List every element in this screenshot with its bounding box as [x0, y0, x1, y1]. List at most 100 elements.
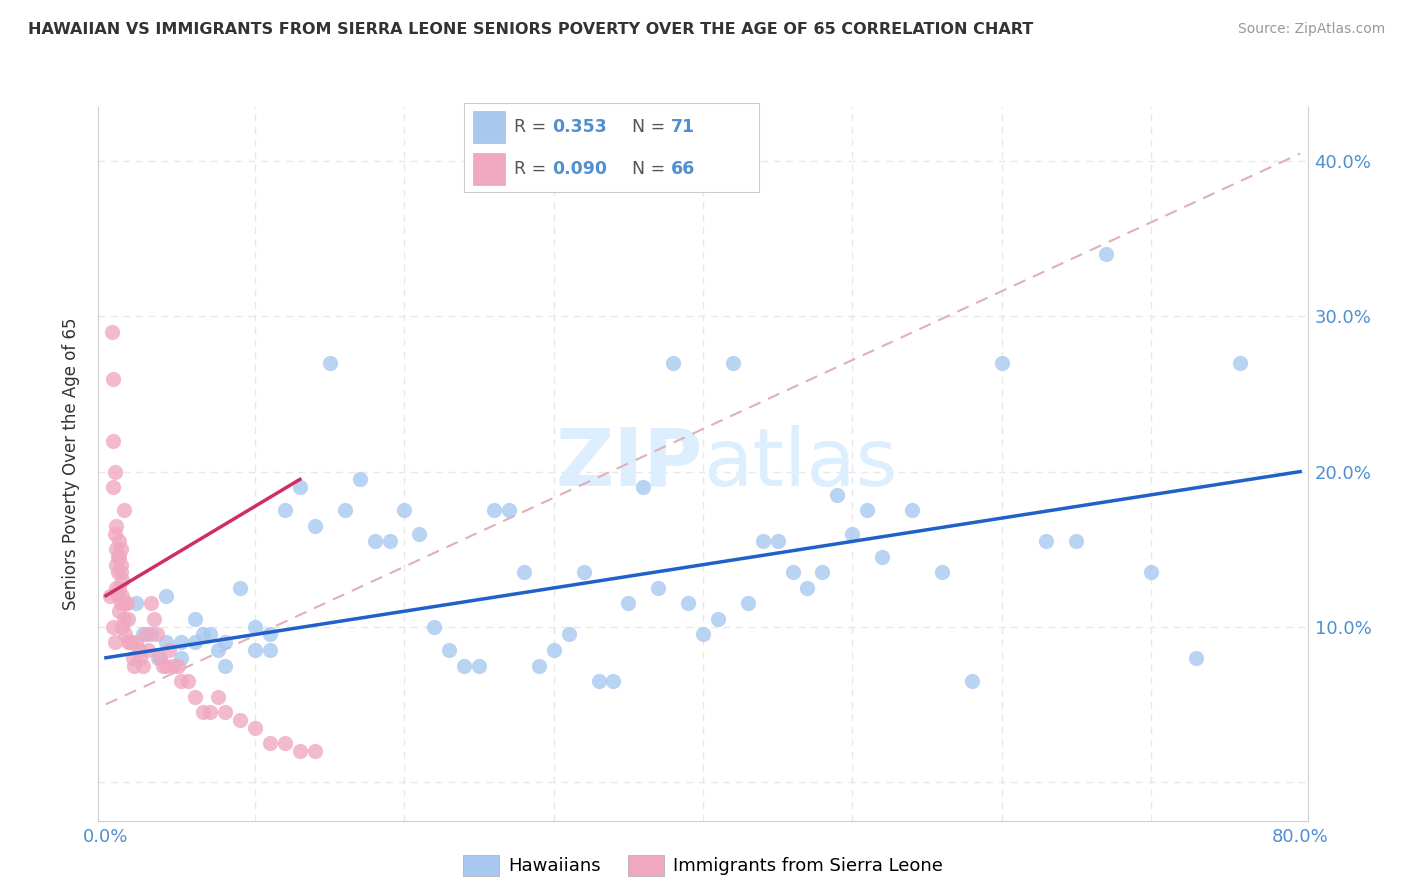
- Point: [200, 705, 222, 719]
- Point: [112, 612, 135, 626]
- Point: [111, 589, 134, 603]
- Point: [139, 627, 162, 641]
- Point: [1064, 534, 1087, 549]
- Point: [107, 589, 129, 603]
- Point: [149, 650, 172, 665]
- Point: [121, 650, 143, 665]
- Point: [169, 650, 191, 665]
- Point: [108, 534, 131, 549]
- Point: [110, 597, 132, 611]
- Point: [107, 566, 129, 580]
- Point: [103, 434, 125, 448]
- Point: [259, 643, 281, 657]
- Point: [139, 597, 162, 611]
- Point: [105, 519, 128, 533]
- Point: [931, 566, 953, 580]
- Point: [243, 620, 266, 634]
- Point: [721, 356, 744, 370]
- Point: [572, 566, 595, 580]
- Point: [105, 542, 128, 557]
- Point: [105, 558, 128, 572]
- Point: [200, 627, 222, 641]
- Point: [132, 627, 155, 641]
- Point: [122, 658, 145, 673]
- Point: [1184, 650, 1206, 665]
- Point: [207, 690, 229, 704]
- Point: [811, 566, 834, 580]
- Text: ZIP: ZIP: [555, 425, 703, 503]
- Text: 0.353: 0.353: [553, 118, 607, 136]
- Point: [229, 581, 252, 595]
- Point: [152, 658, 174, 673]
- Point: [1095, 247, 1118, 261]
- Text: 0.090: 0.090: [553, 160, 607, 178]
- Point: [453, 658, 475, 673]
- Point: [118, 635, 141, 649]
- Point: [229, 713, 252, 727]
- Point: [288, 744, 311, 758]
- Point: [319, 356, 342, 370]
- FancyBboxPatch shape: [472, 111, 505, 143]
- Point: [129, 650, 152, 665]
- Text: R =: R =: [515, 160, 553, 178]
- Point: [120, 635, 142, 649]
- Point: [856, 503, 879, 517]
- Text: Source: ZipAtlas.com: Source: ZipAtlas.com: [1237, 22, 1385, 37]
- Point: [1140, 566, 1163, 580]
- Point: [662, 356, 685, 370]
- Point: [259, 627, 281, 641]
- Point: [214, 705, 236, 719]
- Point: [692, 627, 714, 641]
- Point: [602, 673, 624, 688]
- Point: [191, 705, 214, 719]
- Point: [676, 597, 699, 611]
- Point: [104, 526, 127, 541]
- Point: [105, 581, 128, 595]
- Point: [103, 620, 125, 634]
- Point: [103, 480, 125, 494]
- Point: [115, 597, 138, 611]
- Point: [117, 635, 139, 649]
- Point: [207, 643, 229, 657]
- Point: [214, 635, 236, 649]
- Point: [98, 589, 121, 603]
- Point: [112, 503, 135, 517]
- Point: [870, 549, 893, 564]
- Point: [274, 503, 297, 517]
- Point: [707, 612, 730, 626]
- Point: [543, 643, 565, 657]
- Point: [901, 503, 924, 517]
- Point: [1035, 534, 1057, 549]
- Text: R =: R =: [515, 118, 553, 136]
- Point: [394, 503, 416, 517]
- Legend: Hawaiians, Immigrants from Sierra Leone: Hawaiians, Immigrants from Sierra Leone: [456, 847, 950, 883]
- Point: [408, 526, 430, 541]
- Point: [108, 604, 131, 618]
- Point: [169, 673, 191, 688]
- Point: [110, 542, 132, 557]
- Point: [243, 721, 266, 735]
- Point: [482, 503, 505, 517]
- Point: [132, 658, 155, 673]
- Point: [990, 356, 1012, 370]
- Point: [363, 534, 385, 549]
- Point: [782, 566, 804, 580]
- Point: [527, 658, 550, 673]
- Point: [125, 635, 148, 649]
- Y-axis label: Seniors Poverty Over the Age of 65: Seniors Poverty Over the Age of 65: [62, 318, 80, 610]
- Point: [114, 627, 136, 641]
- Point: [751, 534, 773, 549]
- Point: [827, 488, 849, 502]
- Point: [155, 635, 177, 649]
- Point: [333, 503, 356, 517]
- Text: 71: 71: [671, 118, 695, 136]
- Point: [960, 673, 983, 688]
- Point: [588, 673, 610, 688]
- Point: [766, 534, 789, 549]
- Point: [378, 534, 401, 549]
- Point: [114, 597, 136, 611]
- Point: [104, 635, 127, 649]
- Point: [184, 635, 207, 649]
- Point: [162, 658, 184, 673]
- Point: [166, 658, 188, 673]
